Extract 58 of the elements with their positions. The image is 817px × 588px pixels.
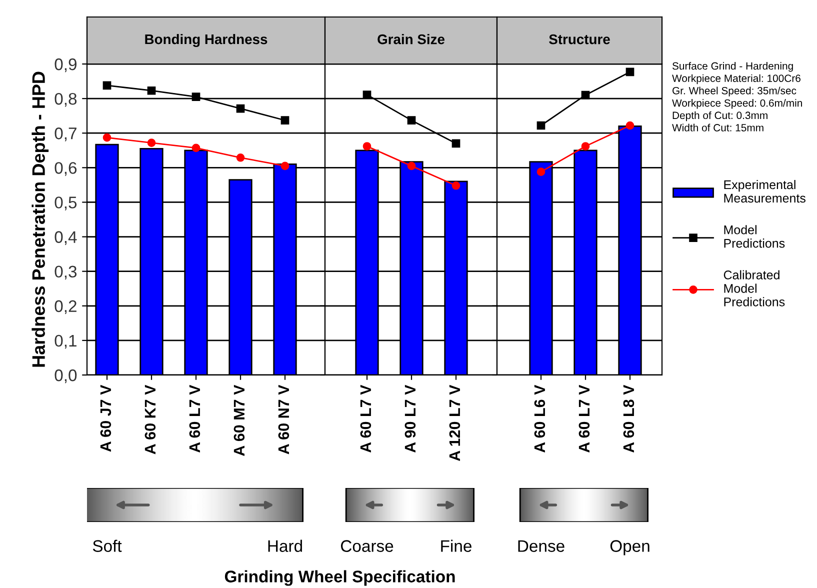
point	[236, 153, 245, 162]
text: Grinding Wheel Specification	[224, 570, 455, 586]
point	[626, 68, 634, 76]
text: Fine	[441, 540, 472, 552]
point	[407, 162, 416, 170]
x-tick-label: A 90 L7 V	[404, 384, 416, 453]
text: Hard	[268, 540, 302, 552]
y-tick-label: 0,8	[54, 92, 77, 107]
point	[362, 142, 372, 150]
point	[192, 144, 200, 152]
y-tick-label: 0,9	[54, 58, 76, 72]
y-tick-label: 0,0	[54, 369, 77, 384]
point	[626, 121, 634, 130]
legend-label: Calibrated Model Predictions	[724, 270, 785, 306]
text: Dense	[518, 540, 564, 552]
y-tick-label: 0,1	[54, 334, 76, 349]
y-tick-label: 0,2	[54, 300, 76, 314]
point	[102, 133, 112, 142]
point	[536, 168, 546, 176]
point	[362, 90, 372, 99]
x-tick-label: A 60 K7 V	[144, 384, 156, 454]
y-tick-label: 0,5	[54, 196, 77, 210]
x-tick-label: A 60 M7 V	[234, 384, 245, 456]
point	[192, 92, 200, 101]
text: Open	[610, 540, 650, 556]
point	[452, 139, 460, 148]
x-tick-label: A 60 L7 V	[578, 384, 590, 453]
chart-title: Grain Size	[378, 34, 444, 44]
legend-label: Model Predictions	[724, 225, 785, 248]
y-tick-label: 0,6	[54, 162, 77, 176]
point	[280, 116, 290, 124]
point	[147, 86, 156, 95]
point	[581, 142, 590, 150]
y-tick-label: 0,4	[54, 231, 77, 245]
text: Surface Grind - Hardening Workpiece Material: 100Cr6 Gr. Wheel Speed: 35m/sec Workpiece Speed: 0.6m/min Depth of Cut: 0.3mm Width of Cut: 15mm	[672, 62, 802, 132]
x-tick-label: A 60 L7 V	[360, 384, 372, 453]
x-tick-label: A 60 J7 V	[100, 384, 112, 452]
legend-label: Experimental Measurements	[724, 180, 806, 203]
point	[581, 90, 590, 100]
point	[102, 81, 112, 90]
y-tick-label: 0,3	[54, 266, 77, 280]
x-tick-label: A 60 L8 V	[623, 384, 634, 453]
point	[452, 181, 460, 190]
point	[280, 162, 290, 170]
chart-title: Structure	[549, 34, 610, 44]
x-tick-label: A 120 L7 V	[449, 384, 460, 462]
chart-title: Bonding Hardness	[145, 34, 268, 48]
point	[147, 138, 156, 147]
x-tick-label: A 60 L6 V	[534, 384, 546, 453]
text: Coarse	[340, 540, 394, 552]
point	[236, 104, 245, 113]
x-tick-label: A 60 N7 V	[278, 384, 290, 454]
y-axis-title: Hardness Penetration Depth - HPD	[32, 72, 49, 367]
x-tick-label: A 60 L7 V	[189, 384, 200, 453]
point	[407, 116, 416, 124]
y-tick-label: 0,7	[54, 128, 76, 142]
point	[536, 121, 546, 130]
text: Soft	[92, 540, 122, 552]
